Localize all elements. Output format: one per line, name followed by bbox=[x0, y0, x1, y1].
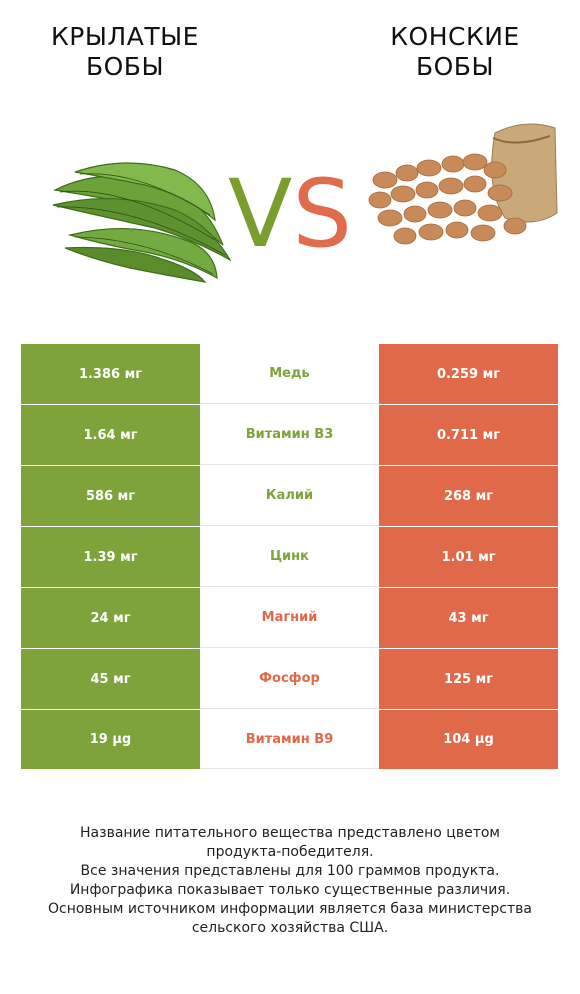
nutrient-name: Витамин B3 bbox=[200, 405, 379, 465]
nutrient-name: Медь bbox=[200, 344, 379, 404]
table-row: 1.386 мг Медь 0.259 мг bbox=[21, 344, 558, 405]
left-value: 586 мг bbox=[21, 466, 200, 526]
table-row: 1.64 мг Витамин B3 0.711 мг bbox=[21, 405, 558, 466]
nutrient-name: Магний bbox=[200, 588, 379, 648]
left-value: 1.64 мг bbox=[21, 405, 200, 465]
left-product-title: КРЫЛАТЫЕ БОБЫ bbox=[51, 22, 199, 81]
table-row: 1.39 мг Цинк 1.01 мг bbox=[21, 527, 558, 588]
vs-letter-s: S bbox=[292, 160, 352, 269]
left-value: 1.39 мг bbox=[21, 527, 200, 587]
right-value: 0.711 мг bbox=[379, 405, 558, 465]
nutrient-name: Фосфор bbox=[200, 649, 379, 709]
footer-line-4: Основным источником информации является … bbox=[48, 901, 532, 936]
table-row: 24 мг Магний 43 мг bbox=[21, 588, 558, 649]
versus-label: VS bbox=[222, 160, 358, 270]
footer-line-3: Инфографика показывает только существенн… bbox=[69, 882, 511, 898]
right-value: 104 µg bbox=[379, 710, 558, 769]
left-value: 24 мг bbox=[21, 588, 200, 648]
right-value: 268 мг bbox=[379, 466, 558, 526]
footer-line-1: Название питательного вещества представл… bbox=[80, 825, 500, 860]
table-row: 45 мг Фосфор 125 мг bbox=[21, 649, 558, 710]
nutrient-name: Цинк bbox=[200, 527, 379, 587]
vs-letter-v: V bbox=[228, 160, 293, 269]
comparison-table: 1.386 мг Медь 0.259 мг 1.64 мг Витамин B3 0.7… bbox=[21, 344, 558, 769]
left-value: 1.386 мг bbox=[21, 344, 200, 404]
nutrient-name: Калий bbox=[200, 466, 379, 526]
fava-beans-sack-image bbox=[368, 123, 558, 245]
right-value: 1.01 мг bbox=[379, 527, 558, 587]
right-product-title: КОНСКИЕ БОБЫ bbox=[390, 22, 520, 81]
nutrient-name: Витамин B9 bbox=[200, 710, 379, 769]
table-row: 586 мг Калий 268 мг bbox=[21, 466, 558, 527]
winged-beans-image bbox=[52, 162, 232, 283]
footer-line-2: Все значения представлены для 100 граммо… bbox=[80, 863, 500, 879]
footer-notes: Название питательного вещества представл… bbox=[20, 824, 560, 938]
right-value: 0.259 мг bbox=[379, 344, 558, 404]
table-row: 19 µg Витамин B9 104 µg bbox=[21, 710, 558, 769]
left-value: 45 мг bbox=[21, 649, 200, 709]
right-value: 43 мг bbox=[379, 588, 558, 648]
left-value: 19 µg bbox=[21, 710, 200, 769]
right-value: 125 мг bbox=[379, 649, 558, 709]
